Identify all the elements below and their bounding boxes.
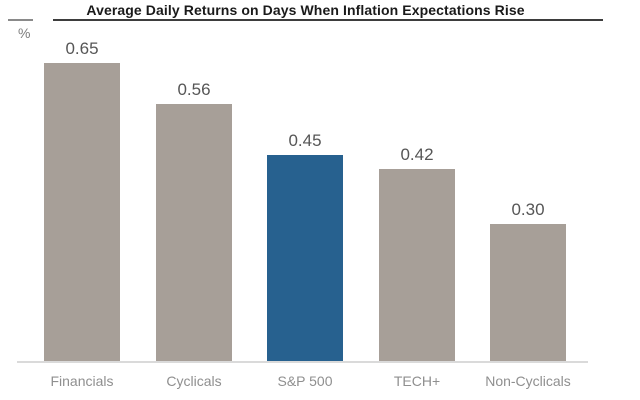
bar-non-cyclicals (490, 224, 566, 362)
category-label-non-cyclicals: Non-Cyclicals (485, 373, 571, 389)
category-label-cyclicals: Cyclicals (166, 373, 222, 389)
value-label-financials: 0.65 (65, 39, 99, 58)
bar-group-cyclicals: 0.56 (156, 81, 232, 362)
category-label-financials: Financials (50, 373, 114, 389)
value-label-s-p-500: 0.45 (288, 131, 322, 150)
bar-tech (379, 169, 455, 362)
y-axis-unit-label: % (18, 25, 31, 41)
bar-cyclicals (156, 104, 232, 362)
value-label-non-cyclicals: 0.30 (511, 200, 545, 219)
category-label-tech: TECH+ (393, 373, 441, 389)
chart-title: Average Daily Returns on Days When Infla… (86, 2, 525, 18)
value-label-cyclicals: 0.56 (177, 80, 211, 99)
x-axis-line (17, 361, 588, 363)
bar-s-p-500 (267, 155, 343, 362)
value-label-tech: 0.42 (400, 145, 434, 164)
bar-group-non-cyclicals: 0.30 (490, 201, 566, 362)
title-underline (53, 19, 603, 21)
axis-top-rule (8, 19, 33, 21)
bar-group-financials: 0.65 (44, 40, 120, 362)
bar-group-tech: 0.42 (379, 146, 455, 362)
bar-group-s-p-500: 0.45 (267, 132, 343, 362)
category-label-s-p-500: S&P 500 (277, 373, 333, 389)
bar-financials (44, 63, 120, 362)
